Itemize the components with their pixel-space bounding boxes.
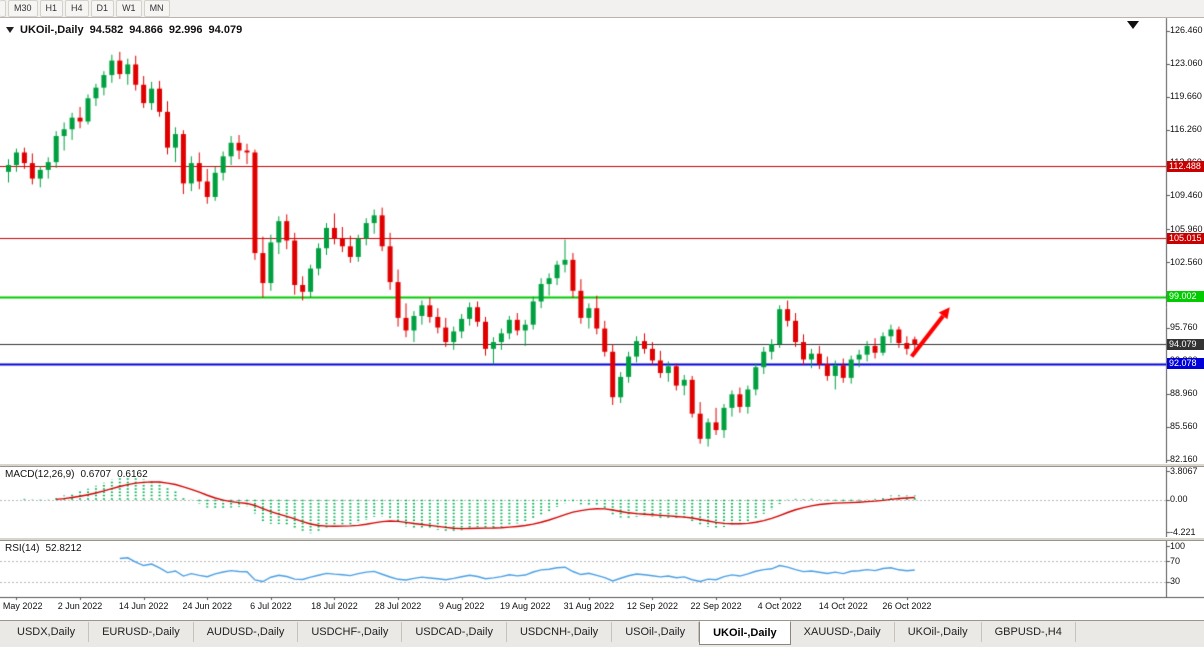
timeframe-button-h4[interactable]: H4 [65,0,89,17]
timeframe-button-d1[interactable]: D1 [90,0,115,17]
price-axis-label: 105.960 [1170,223,1203,234]
date-axis-label: 23 May 2022 [0,601,43,611]
price-line-label-105015: 105.015 [1167,232,1204,244]
chart-shift-marker-icon[interactable] [1127,21,1139,29]
symbol-marker-icon [6,27,14,33]
ohlc-high-value: 94.866 [129,24,163,36]
panel-splitter-rsi[interactable] [0,537,1204,541]
rsi-indicator-label: RSI(14) 52.8212 [5,543,82,554]
timeframe-button-mn[interactable]: MN [143,0,170,17]
price-axis-label: 109.460 [1170,189,1203,200]
timeframe-button-w1[interactable]: W1 [116,0,142,17]
tab-usoil-daily[interactable]: USOil-,Daily [612,622,700,642]
rsi-axis-label: 70 [1170,555,1181,566]
date-axis-label: 19 Aug 2022 [499,601,551,611]
price-axis-label: 126.460 [1170,25,1203,36]
macd-signal-value: 0.6162 [117,469,148,480]
tab-usdx-daily[interactable]: USDX,Daily [4,622,90,642]
tab-usdcnh-daily[interactable]: USDCNH-,Daily [507,622,613,642]
tab-eurusd-daily[interactable]: EURUSD-,Daily [89,622,194,642]
tab-gbpusd-h4[interactable]: GBPUSD-,H4 [982,622,1076,642]
macd-main-value: 0.6707 [80,469,112,480]
tab-usdchf-daily[interactable]: USDCHF-,Daily [298,622,403,642]
price-axis-label: 82.160 [1170,454,1198,465]
price-line-label-94079: 94.079 [1167,338,1204,350]
date-axis-label: 26 Oct 2022 [882,601,932,611]
date-axis-label: 12 Sep 2022 [626,601,678,611]
tab-ukoil-daily[interactable]: UKOil-,Daily [699,621,791,645]
price-axis-label: 102.560 [1170,256,1203,267]
price-line-label-92078: 92.078 [1167,358,1204,370]
timeframe-button-h1[interactable]: H1 [39,0,64,17]
tab-usdcad-daily[interactable]: USDCAD-,Daily [402,622,507,642]
rsi-name: RSI(14) [5,543,40,554]
rsi-value: 52.8212 [45,543,82,554]
tab-audusd-daily[interactable]: AUDUSD-,Daily [194,622,299,642]
date-axis-label: 24 Jun 2022 [182,601,233,611]
date-axis-label: 14 Oct 2022 [818,601,868,611]
chart-title: UKOil-,Daily 94.582 94.866 92.996 94.079 [6,24,242,36]
price-axis-label: 85.560 [1170,421,1198,432]
rsi-axis-label: 100 [1170,540,1186,551]
date-axis-label: 14 Jun 2022 [118,601,169,611]
macd-name: MACD(12,26,9) [5,469,75,480]
price-axis-label: 95.760 [1170,322,1198,333]
price-axis-label: 123.060 [1170,58,1203,69]
ohlc-close-value: 94.079 [208,24,243,36]
date-axis-label: 18 Jul 2022 [311,601,358,611]
price-axis-label: 119.660 [1170,91,1202,102]
date-axis-label: 22 Sep 2022 [690,601,742,611]
panel-splitter-macd[interactable] [0,463,1204,467]
timeframe-button-clipped[interactable] [0,0,6,17]
macd-indicator-label: MACD(12,26,9) 0.6707 0.6162 [5,469,148,480]
rsi-axis-label: 30 [1170,576,1181,587]
date-axis-label: 4 Oct 2022 [757,601,802,611]
price-axis-label: 88.960 [1170,388,1198,399]
price-line-label-112488: 112.488 [1167,160,1204,172]
chart-symbol-label: UKOil-,Daily [20,24,84,36]
tab-xauusd-daily[interactable]: XAUUSD-,Daily [791,622,895,642]
date-axis-label: 6 Jul 2022 [250,601,292,611]
macd-axis-label: -4.221 [1170,526,1196,537]
price-line-label-99002: 99.002 [1167,291,1204,303]
timeframe-toolbar: M30 H1 H4 D1 W1 MN [0,0,1204,18]
macd-axis-label: 0.00 [1170,494,1188,505]
date-axis-label: 28 Jul 2022 [374,601,422,611]
date-axis-label: 9 Aug 2022 [438,601,485,611]
date-axis-label: 2 Jun 2022 [57,601,103,611]
ohlc-low-value: 92.996 [168,24,203,36]
price-axis-label: 116.260 [1170,124,1202,135]
date-axis-label: 31 Aug 2022 [563,601,615,611]
chart-tab-bar: USDX,Daily EURUSD-,Daily AUDUSD-,Daily U… [0,620,1204,647]
macd-axis-label: 3.8067 [1170,465,1198,476]
ohlc-open-value: 94.582 [89,24,124,36]
timeframe-button-m30[interactable]: M30 [8,0,38,17]
tab-ukoil-daily-2[interactable]: UKOil-,Daily [895,622,982,642]
